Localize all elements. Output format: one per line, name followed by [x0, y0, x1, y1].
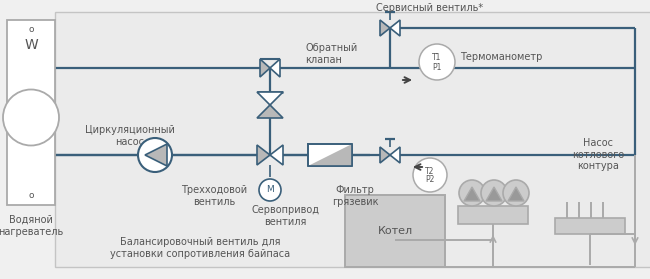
Circle shape — [503, 180, 529, 206]
Circle shape — [3, 90, 59, 146]
Polygon shape — [508, 187, 524, 201]
Text: Циркуляционный
насос: Циркуляционный насос — [85, 125, 175, 146]
Polygon shape — [257, 145, 270, 165]
Text: Балансировочный вентиль для
установки сопротивления байпаса: Балансировочный вентиль для установки со… — [110, 237, 290, 259]
Text: Сервисный вентиль*: Сервисный вентиль* — [376, 3, 484, 13]
Polygon shape — [260, 59, 270, 77]
Circle shape — [259, 179, 281, 201]
Circle shape — [419, 44, 455, 80]
Text: P2: P2 — [425, 175, 435, 184]
Polygon shape — [390, 20, 400, 36]
Text: o: o — [28, 25, 34, 35]
Polygon shape — [270, 145, 283, 165]
Polygon shape — [270, 59, 280, 77]
Circle shape — [138, 138, 172, 172]
Polygon shape — [257, 92, 283, 105]
Bar — [458, 206, 528, 224]
Text: Фильтр
грязевик: Фильтр грязевик — [332, 185, 378, 207]
Polygon shape — [380, 20, 390, 36]
Polygon shape — [390, 147, 400, 163]
Text: o: o — [28, 191, 34, 199]
Polygon shape — [145, 144, 167, 166]
Text: T2: T2 — [425, 167, 435, 175]
Circle shape — [481, 180, 507, 206]
Bar — [555, 218, 625, 234]
Circle shape — [413, 158, 447, 192]
Polygon shape — [486, 187, 502, 201]
Text: Насос
котлового
контура: Насос котлового контура — [572, 138, 624, 171]
Text: Термоманометр: Термоманометр — [460, 52, 542, 62]
Text: Трехходовой
вентиль: Трехходовой вентиль — [181, 185, 247, 207]
Text: M: M — [266, 186, 274, 194]
Text: W: W — [24, 38, 38, 52]
Text: Обратный
клапан: Обратный клапан — [305, 43, 358, 65]
Text: Водяной
нагреватель: Водяной нагреватель — [0, 215, 64, 237]
Circle shape — [459, 180, 485, 206]
Bar — [345, 195, 445, 267]
Polygon shape — [380, 147, 390, 163]
Text: P1: P1 — [432, 62, 442, 71]
Polygon shape — [257, 105, 283, 118]
Text: Котел: Котел — [378, 226, 413, 236]
Polygon shape — [464, 187, 480, 201]
Polygon shape — [308, 144, 352, 166]
Text: Сервопривод
вентиля: Сервопривод вентиля — [251, 205, 319, 227]
Bar — [7, 20, 55, 205]
Text: T1: T1 — [432, 54, 442, 62]
Bar — [308, 144, 352, 166]
